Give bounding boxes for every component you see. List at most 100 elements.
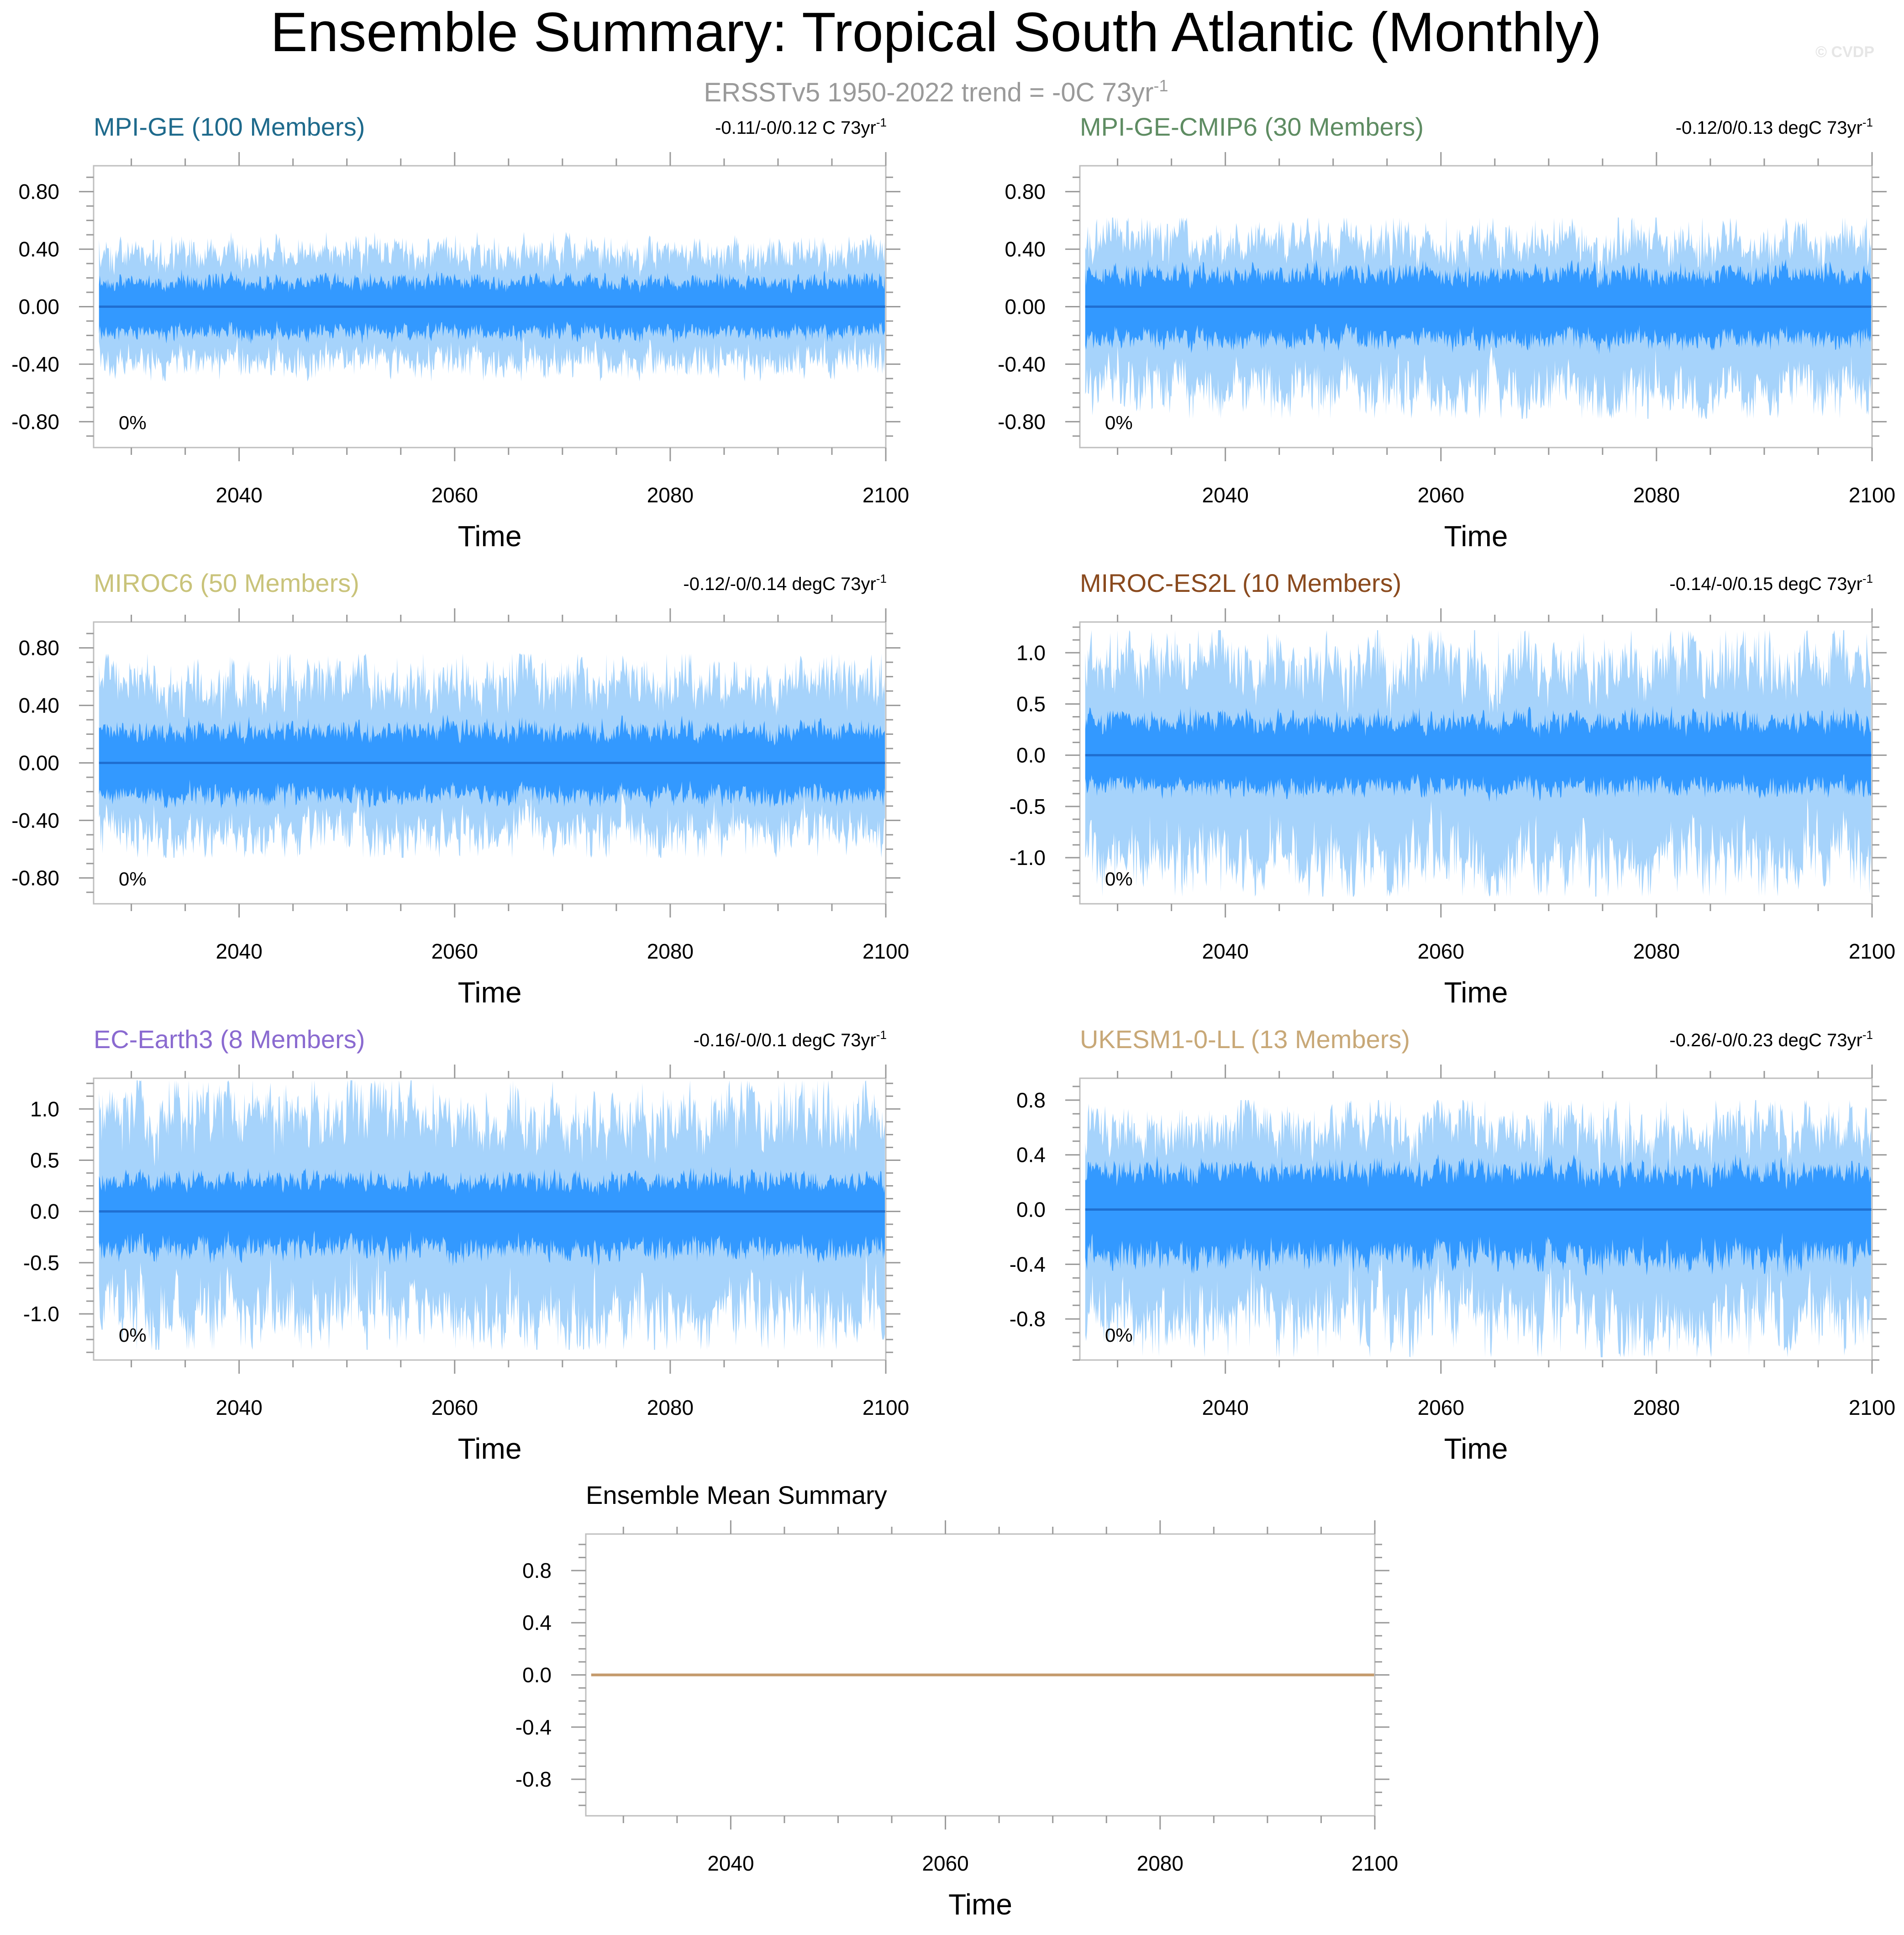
y-tick-label: 0.00	[1005, 295, 1046, 319]
trend-value: -0.26/-0/0.23 degC 73yr	[1669, 1030, 1862, 1050]
trend-superscript: -1	[1862, 1028, 1873, 1042]
x-axis-label: Time	[948, 1888, 1012, 1921]
trend-superscript: -1	[876, 116, 887, 129]
trend-value: -0.11/-0/0.12 C 73yr	[715, 118, 876, 138]
x-tick-label: 2060	[922, 1851, 968, 1875]
y-tick-label: 1.0	[30, 1097, 59, 1121]
percent-label: 0%	[119, 412, 147, 433]
x-tick-label: 2040	[1202, 483, 1249, 507]
trend-label: -0.14/-0/0.15 degC 73yr-1	[1669, 572, 1873, 594]
y-tick-label: -1.0	[1010, 846, 1046, 870]
y-tick-label: 0.40	[18, 237, 59, 261]
x-tick-label: 2100	[1849, 1396, 1895, 1419]
chart-panel-0: MPI-GE (100 Members) -0.11/-0/0.12 C 73yr…	[11, 112, 909, 553]
x-tick-label: 2080	[1633, 483, 1680, 507]
y-tick-label: -0.4	[1010, 1252, 1046, 1276]
trend-label: -0.12/0/0.13 degC 73yr-1	[1676, 116, 1873, 138]
trend-superscript: -1	[876, 572, 887, 585]
watermark: © CVDP	[1815, 43, 1874, 61]
trend-label: -0.26/-0/0.23 degC 73yr-1	[1669, 1028, 1873, 1050]
x-tick-label: 2060	[1418, 939, 1464, 963]
figure-title: Ensemble Summary: Tropical South Atlanti…	[270, 1, 1602, 63]
trend-superscript: -1	[876, 1028, 887, 1042]
y-tick-label: 0.80	[18, 180, 59, 204]
trend-value: -0.12/0/0.13 degC 73yr	[1676, 118, 1862, 138]
plot-area	[1085, 1100, 1872, 1357]
chart-panel-5: UKESM1-0-LL (13 Members) -0.26/-0/0.23 de…	[1010, 1025, 1895, 1465]
panel-title: MIROC6 (50 Members)	[94, 569, 359, 597]
subtitle-sup: -1	[1153, 76, 1168, 95]
x-tick-label: 2040	[707, 1851, 754, 1875]
plot-area	[99, 1080, 886, 1350]
y-tick-label: 0.0	[1016, 743, 1046, 767]
x-axis-label: Time	[1444, 520, 1508, 553]
x-tick-label: 2040	[1202, 939, 1249, 963]
panel-title: Ensemble Mean Summary	[586, 1481, 887, 1509]
y-tick-label: -0.40	[998, 352, 1046, 376]
panel-title: MIROC-ES2L (10 Members)	[1080, 569, 1401, 597]
figure-subtitle: ERSSTv5 1950-2022 trend = -0C 73yr-1	[704, 76, 1168, 107]
y-tick-label: 0.00	[18, 751, 59, 775]
x-axis-label: Time	[458, 1432, 522, 1465]
y-tick-label: 0.80	[18, 636, 59, 660]
inner-range-band	[1085, 1154, 1871, 1278]
x-tick-label: 2060	[431, 939, 478, 963]
x-tick-label: 2080	[647, 1396, 694, 1419]
y-tick-label: 0.8	[1016, 1088, 1046, 1112]
y-tick-label: 0.4	[1016, 1143, 1046, 1167]
plot-frame	[93, 1077, 887, 1361]
y-tick-label: -0.80	[11, 866, 59, 890]
x-axis-label: Time	[458, 520, 522, 553]
trend-superscript: -1	[1862, 116, 1873, 129]
x-tick-label: 2100	[1849, 483, 1895, 507]
x-tick-label: 2080	[647, 939, 694, 963]
y-tick-label: 0.0	[30, 1200, 59, 1223]
plot-area	[1085, 217, 1872, 419]
percent-label: 0%	[119, 1324, 147, 1346]
panels: MPI-GE (100 Members) -0.11/-0/0.12 C 73yr…	[11, 112, 1895, 1921]
x-tick-label: 2040	[216, 1396, 263, 1419]
y-tick-label: -0.8	[1010, 1307, 1046, 1331]
y-tick-label: 0.40	[18, 694, 59, 717]
y-tick-label: -0.40	[11, 808, 59, 832]
panel-title: UKESM1-0-LL (13 Members)	[1080, 1025, 1410, 1054]
chart-panel-1: MPI-GE-CMIP6 (30 Members) -0.12/0/0.13 de…	[998, 112, 1895, 553]
trend-label: -0.12/-0/0.14 degC 73yr-1	[683, 572, 887, 594]
y-tick-label: 0.40	[1005, 237, 1046, 261]
y-tick-label: 0.5	[30, 1148, 59, 1172]
plot-area	[99, 654, 886, 858]
subtitle-main: ERSSTv5 1950-2022 trend = -0C 73yr	[704, 78, 1154, 107]
y-tick-label: -0.80	[11, 410, 59, 433]
y-tick-label: 0.0	[522, 1663, 552, 1687]
percent-label: 0%	[119, 868, 147, 890]
x-tick-label: 2060	[431, 483, 478, 507]
chart-panel-3: MIROC-ES2L (10 Members) -0.14/-0/0.15 deg…	[1010, 569, 1895, 1009]
x-tick-label: 2100	[1849, 939, 1895, 963]
panel-title: MPI-GE (100 Members)	[94, 112, 365, 141]
trend-value: -0.16/-0/0.1 degC 73yr	[694, 1030, 876, 1050]
trend-superscript: -1	[1862, 572, 1873, 585]
y-tick-label: 0.80	[1005, 180, 1046, 204]
x-axis-label: Time	[458, 976, 522, 1009]
x-tick-label: 2100	[1352, 1851, 1398, 1875]
x-tick-label: 2060	[1418, 1396, 1464, 1419]
trend-value: -0.12/-0/0.14 degC 73yr	[683, 574, 876, 594]
trend-label: -0.11/-0/0.12 C 73yr-1	[715, 116, 887, 138]
x-tick-label: 2040	[216, 939, 263, 963]
percent-label: 0%	[1105, 1324, 1133, 1346]
x-tick-label: 2040	[1202, 1396, 1249, 1419]
chart-panel-6: Ensemble Mean Summary 0.8 0.4 0.0 -0.4 -0.8 20…	[515, 1481, 1398, 1921]
percent-label: 0%	[1105, 868, 1133, 890]
x-tick-label: 2060	[431, 1396, 478, 1419]
inner-range-band	[99, 1166, 885, 1266]
y-tick-label: -0.80	[998, 410, 1046, 433]
x-tick-label: 2100	[863, 483, 909, 507]
x-axis-label: Time	[1444, 1432, 1508, 1465]
chart-panel-4: EC-Earth3 (8 Members) -0.16/-0/0.1 degC 7…	[23, 1025, 909, 1465]
chart-panel-2: MIROC6 (50 Members) -0.12/-0/0.14 degC 73…	[11, 569, 909, 1009]
percent-label: 0%	[1105, 412, 1133, 433]
plot-frame	[1079, 1077, 1873, 1361]
inner-range-band	[1085, 705, 1871, 802]
y-tick-label: 0.4	[522, 1611, 552, 1634]
